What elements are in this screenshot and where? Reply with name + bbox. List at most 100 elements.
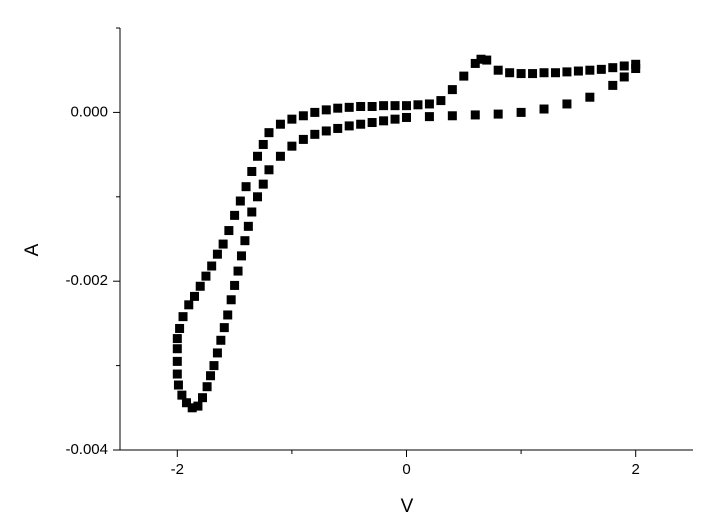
marker [447,111,457,121]
marker [333,103,343,113]
marker [207,261,217,271]
y-tick-label: -0.004 [65,441,108,458]
x-axis-title: V [401,496,414,517]
marker [193,401,203,411]
marker [447,85,457,95]
marker [175,323,185,333]
marker [344,121,354,131]
marker [344,102,354,112]
x-tick-label: 0 [402,461,410,478]
marker [539,68,549,78]
marker [379,101,389,111]
marker [390,101,400,111]
marker [482,55,492,65]
marker [402,101,411,111]
marker [189,291,199,301]
marker [390,114,400,124]
y-tick-label: -0.002 [65,272,108,289]
marker [264,165,274,175]
marker [562,67,572,77]
marker [172,334,182,344]
marker [173,380,183,390]
marker [402,112,411,122]
marker [201,271,211,281]
marker [310,129,320,139]
x-tick-label: 2 [632,461,640,478]
marker [379,116,389,126]
marker [424,99,434,109]
marker [226,295,236,305]
marker [216,335,226,345]
marker [172,369,182,379]
marker [202,382,212,392]
y-tick-label: 0.000 [70,103,108,120]
marker [476,54,486,64]
marker [413,100,423,110]
marker [516,69,526,79]
marker [233,266,243,276]
marker [223,310,233,320]
marker [573,66,583,76]
marker [172,356,182,366]
marker [241,182,251,192]
marker [264,128,274,138]
marker [459,71,469,81]
marker [321,126,331,136]
marker [424,112,434,122]
marker [212,249,222,259]
marker [562,99,572,109]
marker [240,236,250,246]
marker [356,101,366,111]
marker [198,393,208,403]
marker [230,280,240,290]
marker [298,111,308,121]
marker [224,226,234,236]
marker [608,63,618,73]
marker [236,251,246,261]
marker [470,58,480,68]
marker [218,239,228,249]
marker [195,281,205,291]
marker [253,151,263,161]
marker [177,390,187,400]
marker [243,221,253,231]
marker [287,114,297,124]
marker [493,109,503,119]
marker [356,119,366,129]
marker [275,151,285,161]
marker [367,101,377,111]
marker [212,348,222,358]
marker [367,118,377,128]
marker [470,110,480,120]
marker [436,96,446,106]
marker [181,398,191,408]
marker [247,207,257,217]
marker [585,65,595,75]
marker [253,192,263,202]
marker [585,92,595,102]
marker [528,69,538,79]
marker [321,105,331,115]
marker [505,68,515,78]
marker [516,107,526,117]
y-axis-title: A [22,243,43,256]
marker [608,80,618,90]
marker [631,64,641,74]
marker [298,134,308,144]
marker [619,72,629,82]
marker [258,139,268,149]
marker [275,119,285,129]
marker [596,64,606,74]
marker [206,371,216,381]
marker [187,403,197,413]
marker [178,312,188,322]
marker [493,65,503,75]
marker [247,166,257,176]
marker [619,61,629,71]
marker [310,107,320,117]
marker [550,68,560,78]
marker [539,104,549,114]
marker [209,361,219,371]
marker [184,300,194,310]
